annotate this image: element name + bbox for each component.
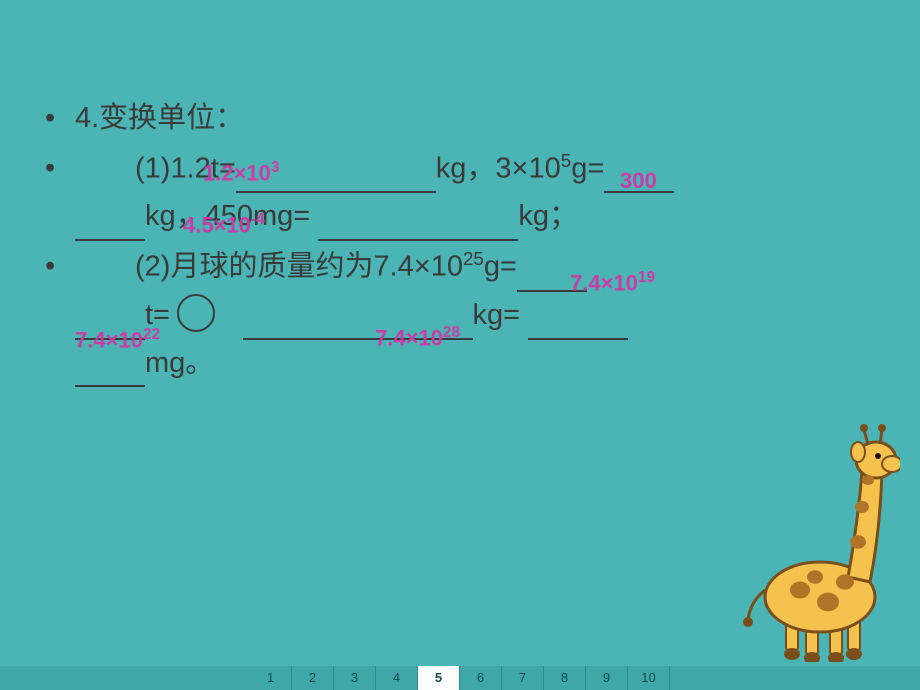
page-cell-8[interactable]: 8 [544,666,586,690]
bullet-dot-empty [45,292,75,340]
content-block: • 4.变换单位： • (1)1.2t=kg，3×105g= 1.2×103 3… [45,95,845,389]
circle-mark [177,294,215,332]
page-cell-1[interactable]: 1 [250,666,292,690]
frag-4b: kg= [473,299,521,331]
page-cell-2[interactable]: 2 [292,666,334,690]
page-cell-9[interactable]: 9 [586,666,628,690]
frag-3a-sup: 25 [463,248,484,269]
bullet-line5: mg。 [45,340,845,388]
page-cell-10[interactable]: 10 [628,666,670,690]
bullet-dot: • [45,243,75,292]
answer-3: 4.5×10-4 [183,207,265,244]
page-cell-7[interactable]: 7 [502,666,544,690]
header-text: 4.变换单位： [75,95,845,143]
frag-1c: g= [571,153,604,185]
line1-text: (1)1.2t=kg，3×105g= 1.2×103 300 [75,145,845,194]
blank-6a [528,306,628,339]
bullet-dot-empty [45,193,75,241]
page-cell-3[interactable]: 3 [334,666,376,690]
blank-3 [318,208,518,241]
frag-2b: kg； [518,200,578,232]
slide: • 4.变换单位： • (1)1.2t=kg，3×105g= 1.2×103 3… [0,0,920,690]
bullet-line2: kg，450mg= kg； 4.5×10-4 [45,193,845,241]
bullet-line3: • (2)月球的质量约为7.4×1025g= 7.4×1019 [45,243,845,292]
page-cell-4[interactable]: 4 [376,666,418,690]
frag-1b: kg，3×10 [436,153,561,185]
line2-text: kg，450mg= kg； 4.5×10-4 [75,193,845,241]
line5-text: mg。 [75,340,845,388]
frag-1b-sup: 5 [561,150,571,171]
page-cell-6[interactable]: 6 [460,666,502,690]
line4-text: t= kg= 7.4×1022 7.4×1028 [75,292,845,340]
page-cell-5[interactable]: 5 [418,666,460,690]
frag-5a: mg。 [145,347,214,379]
blank-2b [75,208,145,241]
bullet-dot: • [45,145,75,194]
blank-6b [75,354,145,387]
bullet-line1: • (1)1.2t=kg，3×105g= 1.2×103 300 [45,145,845,194]
frag-3a: (2)月球的质量约为7.4×10 [135,251,463,283]
bullet-line4: t= kg= 7.4×1022 7.4×1028 [45,292,845,340]
giraffe-illustration [720,402,900,662]
bullet-dot-empty [45,340,75,388]
page-number-bar: 12345678910 [0,666,920,690]
frag-3b: g= [484,251,517,283]
bullet-dot: • [45,95,75,143]
answer-1: 1.2×103 [203,155,279,192]
line3-text: (2)月球的质量约为7.4×1025g= 7.4×1019 [75,243,845,292]
bullet-header: • 4.变换单位： [45,95,845,143]
